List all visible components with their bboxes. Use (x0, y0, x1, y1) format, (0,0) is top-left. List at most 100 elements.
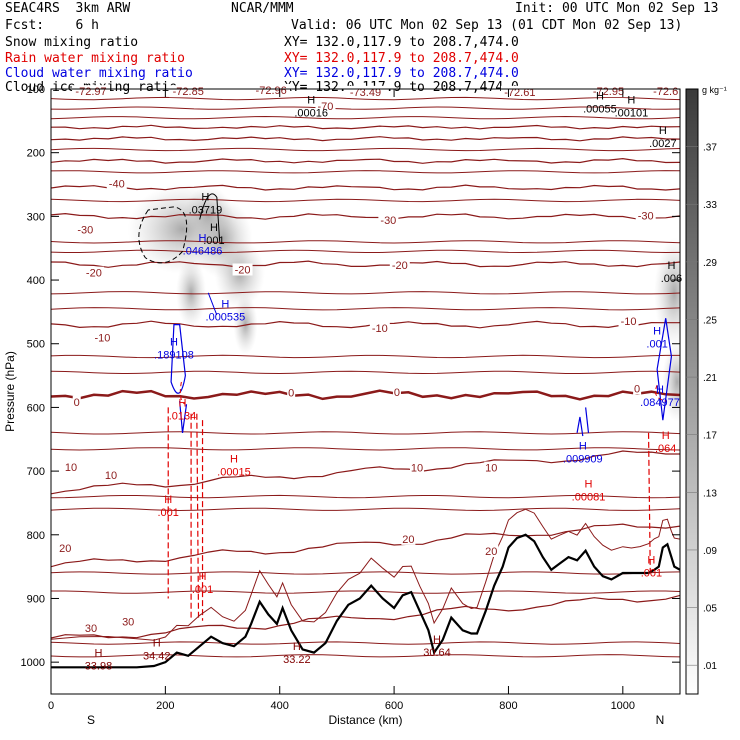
temperature-contour-line (51, 96, 680, 101)
temperature-contour-line (51, 523, 680, 568)
colorbar-tick-label: .29 (703, 258, 717, 269)
colorbar-tick-label: .33 (703, 200, 717, 211)
y-tick-label: 700 (27, 466, 45, 478)
contour-label-bg (287, 386, 296, 399)
temperature-contour-line (51, 370, 680, 375)
contour-label-bg (633, 382, 642, 395)
extremum-marker: H (221, 298, 229, 310)
terrain-line (51, 533, 680, 669)
contour-label: 30 (122, 617, 134, 629)
extremum-value: .189108 (154, 349, 194, 361)
contour-label-bg (618, 315, 639, 328)
colorbar-tick-label: .17 (703, 431, 717, 442)
x-tick-label: 200 (156, 700, 174, 712)
x-axis-label: Distance (km) (328, 713, 402, 727)
temperature-contour-line (51, 508, 680, 641)
contour-label-bg (121, 615, 136, 628)
contour-label-bg (635, 209, 656, 222)
contour-label: -70 (318, 101, 334, 113)
extremum-value: .001 (646, 339, 667, 351)
temperature-contour-line (51, 447, 680, 451)
contour-label: -30 (638, 210, 654, 222)
cloud-water-contour (656, 318, 673, 421)
contour-label: 0 (394, 387, 400, 399)
colorbar-tick-label: .09 (703, 546, 717, 557)
temperature-contour-line (51, 641, 680, 645)
temperature-contour-line (51, 136, 680, 142)
extremum-value: .006 (661, 273, 682, 285)
temperature-contour-line (51, 115, 680, 120)
plot-frame (50, 88, 681, 695)
temperature-contour-line (51, 147, 680, 152)
y-tick-label: 100 (27, 84, 45, 96)
extremum-value: 30.64 (423, 647, 451, 659)
colorbar-tick-label: .13 (703, 488, 717, 499)
temperature-contour-line (51, 354, 680, 359)
organization-label: NCAR/MMM (231, 1, 294, 16)
extremum-value: 33.98 (85, 660, 113, 672)
x-tick-label: 600 (385, 700, 403, 712)
cloud-water-contour (179, 400, 188, 433)
contour-label-bg (72, 395, 81, 408)
contour-label-bg (649, 85, 682, 98)
temperature-contour-line (51, 184, 680, 191)
x-tick-label: 0 (48, 700, 54, 712)
extremum-value: 34.42 (143, 651, 171, 663)
contour-label-bg (389, 259, 410, 272)
rain-water-contour (655, 384, 666, 402)
extremum-value: .0027 (649, 138, 677, 150)
y-tick-label: 200 (27, 148, 45, 160)
contour-label: -72.6 (653, 86, 678, 98)
contour-label: -72.61 (504, 87, 535, 99)
contour-label: 10 (411, 463, 423, 475)
extremum-marker: H (662, 430, 670, 442)
contour-label-bg (484, 544, 499, 557)
shading-blob-6 (654, 237, 680, 348)
extremum-value: .00081 (572, 491, 606, 503)
extremum-marker: H (596, 91, 604, 103)
temperature-contour-line (51, 507, 680, 512)
temperature-contour-line (51, 450, 680, 495)
contour-label: -72.97 (75, 86, 106, 98)
contour-label-bg (58, 541, 73, 554)
extremum-marker: H (94, 647, 102, 659)
rain-water-contour (196, 413, 200, 618)
extremum-marker: H (433, 634, 441, 646)
temperature-contour-line (51, 198, 680, 203)
colorbar (685, 88, 699, 695)
extremum-value: 33.22 (283, 654, 311, 666)
temperature-contour-line (51, 291, 680, 295)
colorbar-tick-label: .37 (703, 143, 717, 154)
extremum-value: .064 (655, 443, 676, 455)
contour-label: -73.49 (350, 87, 381, 99)
contour-label: -40 (109, 179, 125, 191)
extremum-marker: H (627, 94, 635, 106)
contour-label: -30 (380, 215, 396, 227)
field-xy-cloud-water: XY= 132.0,117.9 to 208.7,474.0 (284, 66, 519, 81)
contour-label-bg (104, 469, 119, 482)
x-tick-label: 400 (271, 700, 289, 712)
contour-label: -30 (77, 224, 93, 236)
temperature-contour-line (51, 307, 680, 311)
extremum-value: .00015 (217, 467, 251, 479)
contour-label-bg (484, 461, 499, 474)
south-endpoint-label: S (87, 713, 95, 727)
colorbar-tick-label: .21 (703, 373, 717, 384)
temperature-contour-line (51, 320, 680, 329)
chart-title: SEAC4RS 3km ARW (5, 1, 131, 16)
contour-label-bg (378, 213, 399, 226)
contour-label-bg (392, 385, 401, 398)
contour-label: -20 (392, 260, 408, 272)
extremum-marker: H (230, 454, 238, 466)
cloud-water-contour (576, 407, 590, 437)
contour-label-bg (252, 83, 291, 96)
extremum-marker: H (293, 641, 301, 653)
field-xy-rain: XY= 132.0,117.9 to 208.7,474.0 (284, 51, 519, 66)
extremum-value: .001 (203, 235, 224, 247)
temperature-contour-line (51, 431, 680, 435)
colorbar-tick-label: .01 (703, 661, 717, 672)
y-tick-label: 800 (27, 530, 45, 542)
y-tick-label: 600 (27, 402, 45, 414)
cloud-water-contour (207, 292, 218, 316)
contour-label-bg (232, 263, 253, 276)
